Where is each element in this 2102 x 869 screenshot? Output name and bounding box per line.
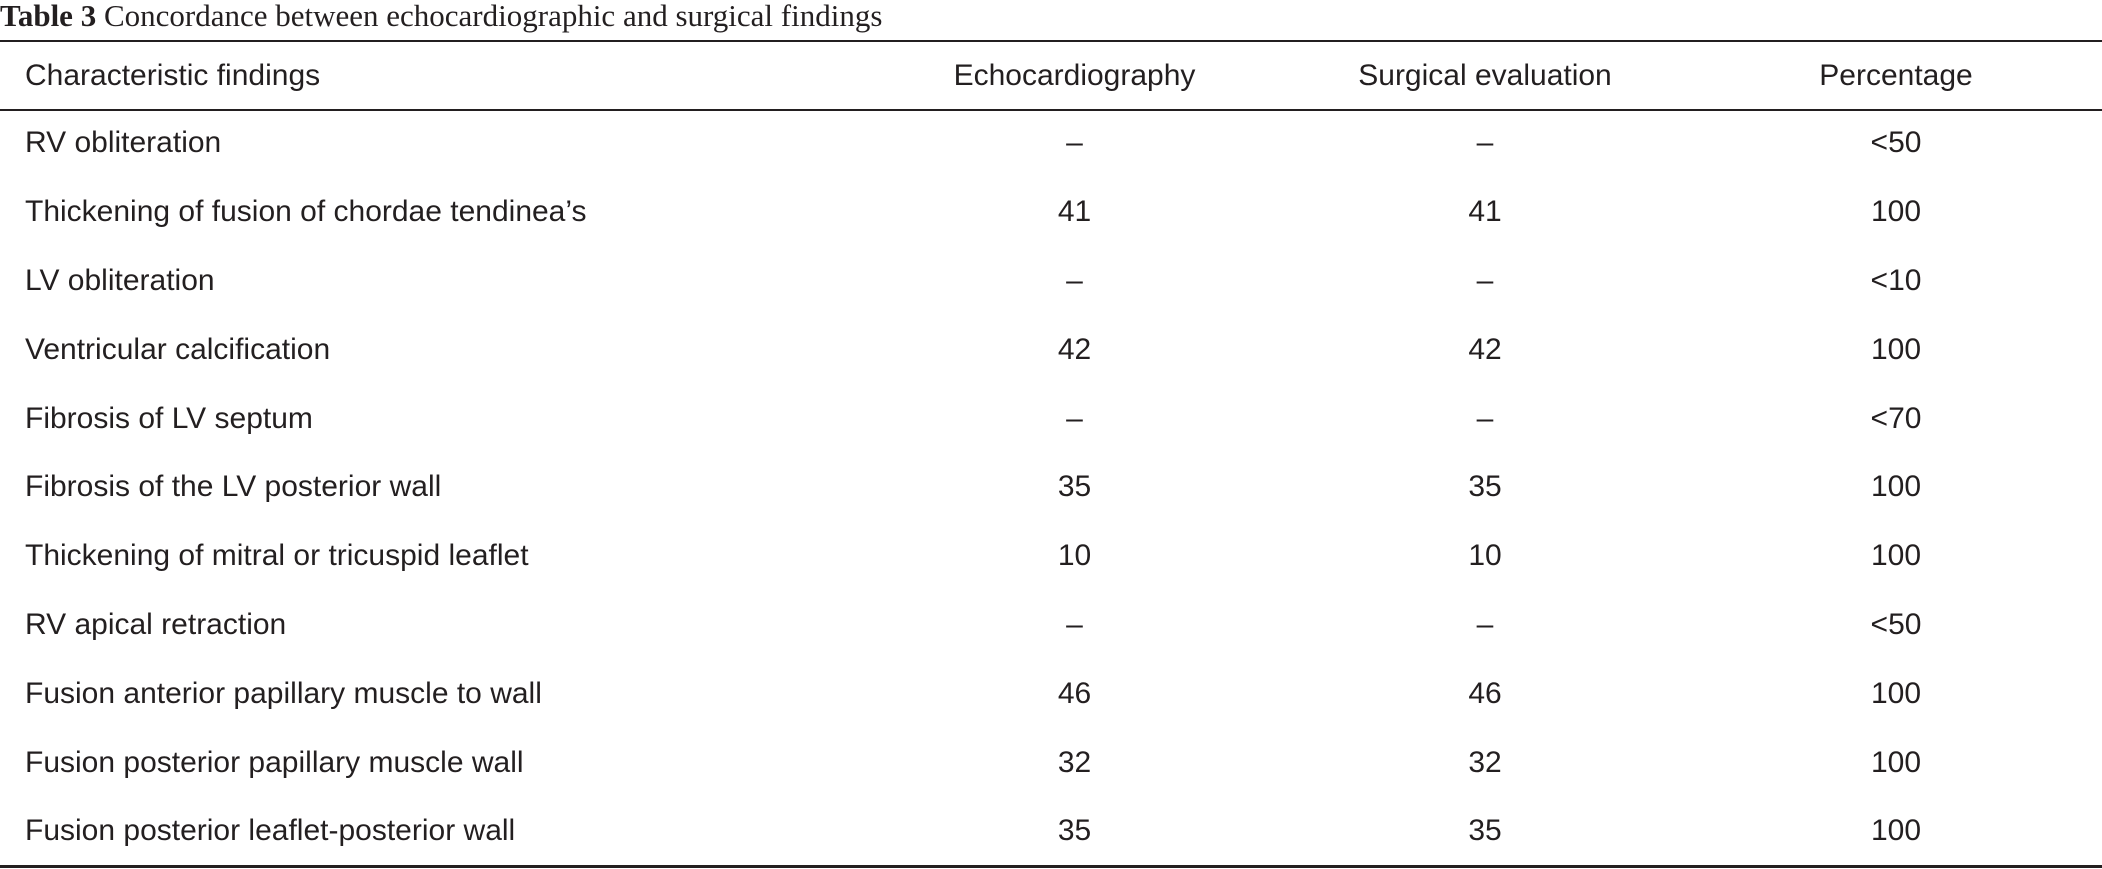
cell-percentage: 100 — [1870, 539, 1922, 573]
table-row: RV apical retraction – – <50 — [0, 591, 2102, 660]
cell-percentage: 100 — [1870, 676, 1922, 710]
table-top-rule — [0, 40, 2102, 42]
table-caption-text: Concordance between echocardiographic an… — [103, 0, 883, 33]
cell-echocardiography: 32 — [1057, 745, 1092, 779]
cell-percentage: 100 — [1870, 332, 1922, 366]
row-finding-label: RV obliteration — [25, 126, 222, 160]
header-percentage: Percentage — [1819, 58, 1973, 92]
cell-surgical-evaluation: – — [1476, 126, 1494, 160]
cell-echocardiography: 41 — [1057, 195, 1092, 229]
row-finding-label: RV apical retraction — [25, 607, 287, 641]
cell-echocardiography: – — [1066, 126, 1083, 160]
table-row: Fibrosis of LV septum – – <70 — [0, 384, 2102, 453]
table-caption: Table 3 Concordance between echocardiogr… — [0, 0, 882, 36]
cell-echocardiography: 42 — [1057, 332, 1092, 366]
table-row: RV obliteration – – <50 — [0, 109, 2102, 178]
cell-percentage: <70 — [1870, 401, 1922, 435]
cell-echocardiography: 35 — [1057, 470, 1092, 504]
cell-echocardiography: 10 — [1057, 539, 1092, 573]
table-row: Fusion posterior papillary muscle wall 32… — [0, 728, 2102, 797]
cell-percentage: 100 — [1870, 470, 1922, 504]
row-finding-label: Fibrosis of the LV posterior wall — [25, 470, 442, 504]
header-surgical-evaluation: Surgical evaluation — [1358, 58, 1612, 92]
cell-percentage: <50 — [1870, 607, 1922, 641]
cell-surgical-evaluation: 35 — [1468, 470, 1502, 504]
cell-echocardiography: – — [1066, 401, 1083, 435]
table-row: Fusion anterior papillary muscle to wall… — [0, 659, 2102, 728]
cell-surgical-evaluation: – — [1476, 607, 1494, 641]
header-characteristic-findings: Characteristic findings — [25, 58, 321, 92]
cell-percentage: 100 — [1870, 745, 1922, 779]
cell-surgical-evaluation: – — [1476, 263, 1494, 297]
table-row: Ventricular calcification 42 42 100 — [0, 315, 2102, 384]
row-finding-label: Fibrosis of LV septum — [25, 401, 313, 435]
table-row: Fibrosis of the LV posterior wall 35 35 100 — [0, 453, 2102, 522]
table-row: Thickening of mitral or tricuspid leafle… — [0, 522, 2102, 591]
table-row: LV obliteration – – <10 — [0, 247, 2102, 316]
cell-percentage: <10 — [1870, 263, 1922, 297]
header-echocardiography: Echocardiography — [953, 58, 1196, 92]
cell-percentage: <50 — [1870, 126, 1922, 160]
table-caption-label: Table 3 — [0, 0, 97, 33]
cell-percentage: 100 — [1870, 814, 1922, 848]
cell-percentage: 100 — [1870, 195, 1922, 229]
row-finding-label: Fusion anterior papillary muscle to wall — [25, 676, 542, 710]
table-header-rule — [0, 109, 2102, 111]
cell-surgical-evaluation: 46 — [1468, 676, 1502, 710]
cell-surgical-evaluation: 10 — [1468, 539, 1502, 573]
cell-echocardiography: 35 — [1057, 814, 1092, 848]
table-header-row: Characteristic findings Echocardiography… — [0, 42, 2102, 109]
table-bottom-rule — [0, 865, 2102, 868]
cell-echocardiography: – — [1066, 607, 1083, 641]
row-finding-label: LV obliteration — [25, 263, 215, 297]
cell-surgical-evaluation: 32 — [1468, 745, 1502, 779]
table-row: Thickening of fusion of chordae tendinea… — [0, 178, 2102, 247]
cell-echocardiography: – — [1066, 263, 1083, 297]
cell-surgical-evaluation: 42 — [1468, 332, 1502, 366]
row-finding-label: Fusion posterior papillary muscle wall — [25, 745, 524, 779]
row-finding-label: Fusion posterior leaflet-posterior wall — [25, 814, 516, 848]
row-finding-label: Ventricular calcification — [25, 332, 331, 366]
cell-surgical-evaluation: 35 — [1468, 814, 1502, 848]
cell-echocardiography: 46 — [1057, 676, 1092, 710]
table-row: Fusion posterior leaflet-posterior wall 3… — [0, 797, 2102, 866]
cell-surgical-evaluation: 41 — [1468, 195, 1502, 229]
cell-surgical-evaluation: – — [1476, 401, 1494, 435]
row-finding-label: Thickening of mitral or tricuspid leafle… — [25, 539, 529, 573]
findings-table: Characteristic findings Echocardiography… — [0, 42, 2102, 866]
row-finding-label: Thickening of fusion of chordae tendinea… — [25, 195, 587, 229]
